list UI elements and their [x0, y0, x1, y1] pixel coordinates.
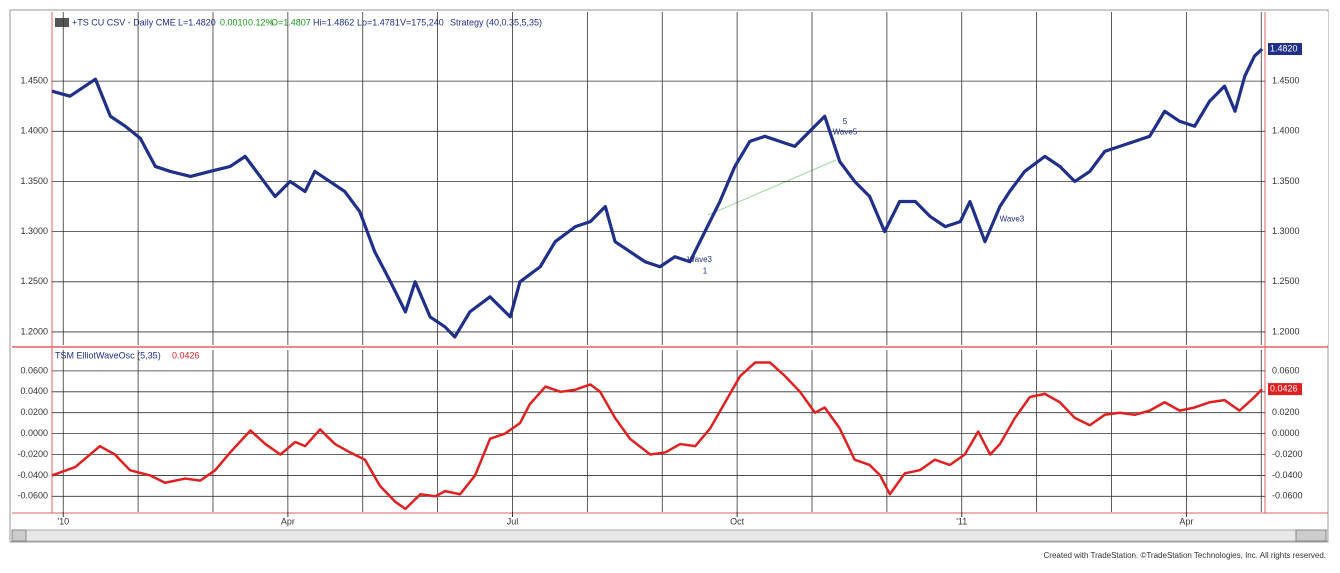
scroll-left[interactable] — [11, 529, 27, 542]
header-volume: V=175,240 — [400, 17, 444, 27]
y-tick-label: -0.0200 — [1272, 449, 1303, 459]
header-symbol: +TS CU CSV - Daily CME — [72, 17, 176, 27]
y-tick-label: 1.3000 — [1272, 226, 1300, 236]
y-tick-label: 0.0000 — [20, 428, 48, 438]
y-tick-label: 0.0200 — [20, 407, 48, 417]
header-change: 0.0010 — [220, 17, 248, 27]
y-tick-label: -0.0200 — [17, 449, 48, 459]
x-tick-label: '11 — [956, 516, 967, 526]
header-last: L=1.4820 — [178, 17, 216, 27]
x-tick-label: Jul — [507, 516, 519, 526]
scrollbar[interactable] — [11, 529, 1329, 542]
header-low: Lo=1.4781 — [357, 17, 400, 27]
strategy-line — [707, 159, 837, 216]
x-tick-label: '10 — [57, 516, 69, 526]
x-tick-label: Apr — [1179, 516, 1193, 526]
zoom-buttons[interactable] — [1295, 529, 1327, 542]
header-strategy: Strategy (40,0.35,5,35) — [450, 17, 542, 27]
price-pane — [12, 12, 1328, 345]
y-tick-label: -0.0600 — [17, 491, 48, 501]
y-tick-label: 1.3500 — [20, 176, 48, 186]
osc-last: 0.0426 — [172, 350, 200, 360]
last-value-label: 0.0426 — [1270, 383, 1298, 393]
annotation: 5 — [843, 117, 848, 126]
y-tick-label: 1.4500 — [20, 76, 48, 86]
y-tick-label: 1.3000 — [20, 226, 48, 236]
y-tick-label: 1.4000 — [20, 126, 48, 136]
annotation: Wave3 — [687, 255, 712, 264]
x-tick-label: Oct — [730, 516, 745, 526]
y-tick-label: 1.4500 — [1272, 76, 1300, 86]
y-tick-label: -0.0400 — [1272, 470, 1303, 480]
footer: Created with TradeStation. ©TradeStation… — [1044, 551, 1327, 560]
header-high: Hi=1.4862 — [313, 17, 354, 27]
annotation: 1 — [703, 266, 708, 275]
annotation: Wave3 — [1000, 214, 1025, 223]
y-tick-label: 1.3500 — [1272, 176, 1300, 186]
series-line — [51, 47, 1264, 339]
y-tick-label: 0.0000 — [1272, 428, 1300, 438]
y-tick-label: -0.0600 — [1272, 491, 1303, 501]
y-tick-label: 0.0600 — [20, 365, 48, 375]
y-tick-label: -0.0400 — [17, 470, 48, 480]
y-tick-label: 1.2500 — [20, 276, 48, 286]
y-tick-label: 1.4000 — [1272, 126, 1300, 136]
header-pct: 0.12% — [248, 17, 274, 27]
last-value-box — [1268, 43, 1302, 56]
x-tick-label: Apr — [281, 516, 295, 526]
series-line — [51, 361, 1263, 511]
symbol-icon — [55, 18, 69, 27]
last-value-box — [1268, 383, 1302, 396]
annotation: Wave5 — [833, 127, 858, 136]
y-tick-label: 0.0200 — [1272, 407, 1300, 417]
y-tick-label: 1.2000 — [20, 326, 48, 336]
last-value-label: 1.4820 — [1270, 43, 1298, 53]
y-tick-label: 0.0400 — [20, 386, 48, 396]
osc-title: TSM ElliotWaveOsc (5,35) — [55, 350, 161, 360]
y-tick-label: 0.0600 — [1272, 365, 1300, 375]
y-tick-label: 1.2500 — [1272, 276, 1300, 286]
y-tick-label: 1.2000 — [1272, 326, 1300, 336]
header-open: O=1.4807 — [271, 17, 311, 27]
